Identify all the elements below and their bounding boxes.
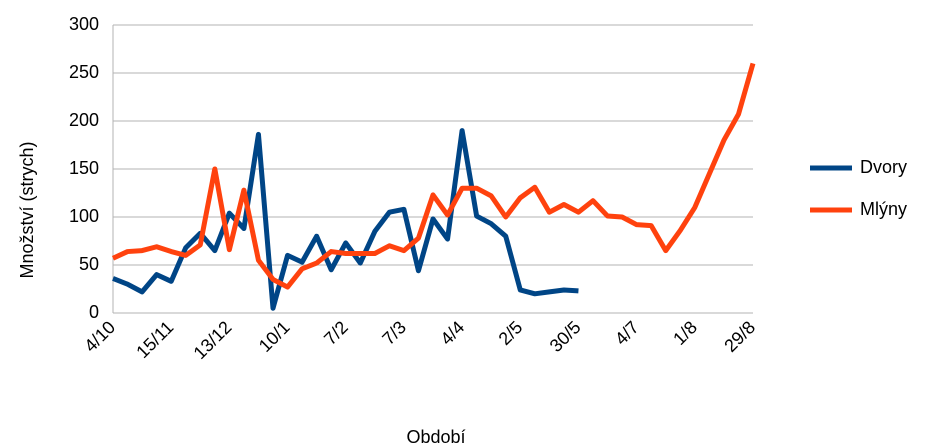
- y-tick-label: 0: [89, 302, 99, 322]
- x-tick-label: 1/8: [669, 317, 701, 349]
- y-tick-label: 100: [69, 206, 99, 226]
- x-tick-label: 15/11: [132, 317, 177, 362]
- x-tick-label: 4/7: [611, 317, 643, 349]
- x-axis-label: Období: [406, 427, 465, 443]
- x-tick-label: 30/5: [546, 317, 585, 356]
- line-series: [112, 128, 579, 311]
- legend-label: Mlýny: [860, 199, 907, 219]
- y-tick-label: 50: [79, 254, 99, 274]
- y-tick-label: 300: [69, 14, 99, 34]
- x-tick-label: 4/4: [436, 317, 468, 349]
- y-tick-label: 150: [69, 158, 99, 178]
- line-series: [111, 62, 756, 290]
- x-tick-label: 13/12: [190, 317, 236, 363]
- y-tick-label: 250: [69, 62, 99, 82]
- y-axis-label: Množství (strych): [17, 141, 37, 278]
- x-tick-label: 10/1: [255, 317, 294, 356]
- x-tick-label: 7/2: [320, 317, 352, 349]
- x-tick-label: 2/5: [495, 317, 527, 349]
- y-tick-label: 200: [69, 110, 99, 130]
- x-tick-label: 7/3: [378, 317, 410, 349]
- legend-label: Dvory: [860, 157, 907, 177]
- x-tick-label: 29/8: [720, 317, 759, 356]
- x-tick-label: 4/10: [80, 317, 119, 356]
